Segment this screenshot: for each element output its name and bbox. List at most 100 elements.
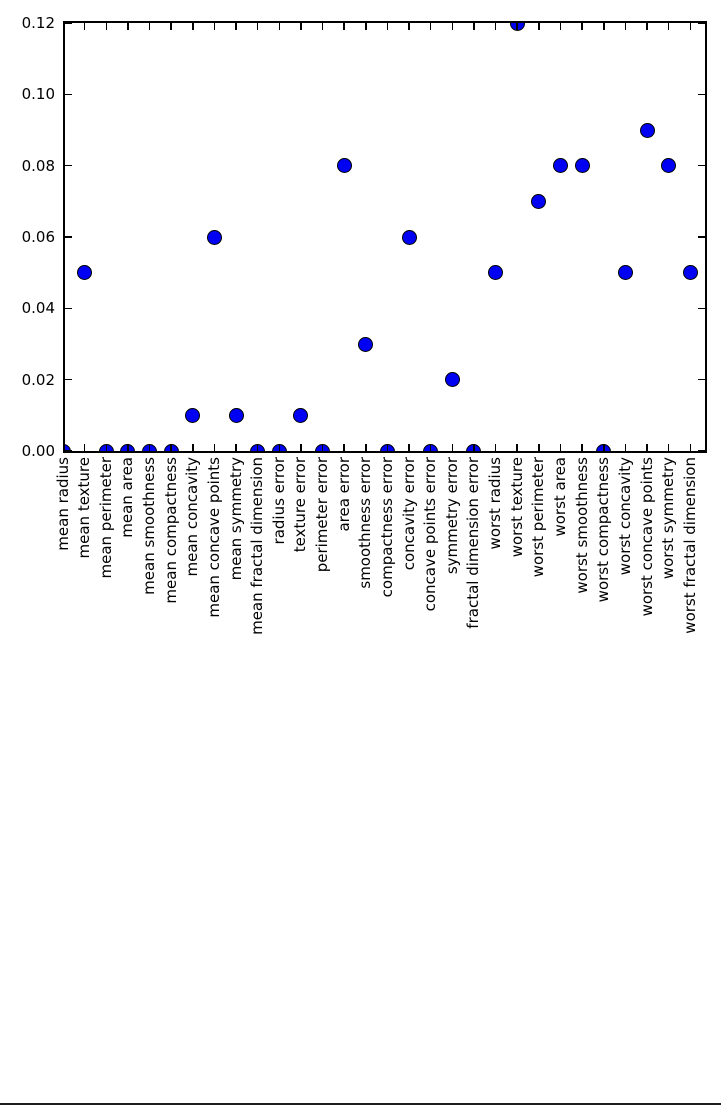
x-tick-bottom <box>365 444 367 451</box>
data-point <box>639 122 655 138</box>
x-tick-bottom <box>300 444 302 451</box>
x-tick-top <box>646 23 648 30</box>
x-tick-label: mean concavity <box>183 457 202 577</box>
window-bottom-border <box>0 1103 721 1105</box>
x-tick-top <box>170 23 172 30</box>
x-tick-label: worst perimeter <box>529 457 548 578</box>
x-tick-label: symmetry error <box>442 457 461 575</box>
x-tick-bottom <box>278 444 281 451</box>
x-tick-top <box>256 23 259 30</box>
y-tick-left <box>65 236 72 238</box>
x-tick-top <box>83 23 86 30</box>
x-tick-label: texture error <box>291 457 310 553</box>
y-tick-label: 0.06 <box>21 228 55 246</box>
data-point <box>574 158 590 174</box>
y-tick-right <box>698 164 705 167</box>
x-tick-top <box>581 23 583 30</box>
y-tick-right <box>698 450 705 451</box>
y-tick-right <box>698 93 705 96</box>
y-tick-left <box>65 164 72 167</box>
x-tick-label: worst smoothness <box>572 457 591 594</box>
x-tick-bottom <box>538 444 540 451</box>
y-tick-left <box>65 23 72 24</box>
x-tick-bottom <box>213 444 216 451</box>
x-tick-bottom <box>516 444 518 451</box>
x-tick-label: perimeter error <box>313 457 332 573</box>
data-point <box>531 193 547 209</box>
y-tick-right <box>698 307 705 310</box>
x-tick-bottom <box>148 444 151 451</box>
axis-spine-left <box>63 21 65 453</box>
x-tick-label: mean radius <box>53 457 72 551</box>
x-tick-label: mean perimeter <box>96 457 115 579</box>
x-tick-top <box>559 23 562 30</box>
x-tick-top <box>278 23 281 30</box>
x-tick-bottom <box>127 444 129 451</box>
x-tick-label: concave points error <box>421 457 440 612</box>
x-tick-bottom <box>624 444 627 451</box>
y-tick-label: 0.02 <box>21 370 55 389</box>
x-tick-label: mean fractal dimension <box>248 457 267 635</box>
data-point <box>444 372 460 388</box>
x-tick-top <box>386 23 389 30</box>
x-tick-label: worst area <box>550 457 569 537</box>
x-tick-bottom <box>689 444 692 451</box>
x-tick-top <box>343 23 345 30</box>
x-tick-label: mean symmetry <box>226 457 245 581</box>
y-tick-left <box>65 93 72 96</box>
x-tick-top <box>192 23 194 30</box>
x-tick-bottom <box>105 444 107 451</box>
x-tick-bottom <box>386 444 389 451</box>
x-tick-label: worst concavity <box>615 457 634 576</box>
x-tick-top <box>429 23 432 30</box>
x-tick-top <box>127 23 129 30</box>
data-point <box>661 158 677 174</box>
x-tick-label: smoothness error <box>356 457 375 589</box>
y-tick-right <box>698 236 705 238</box>
x-tick-bottom <box>603 444 605 451</box>
x-tick-label: mean area <box>118 457 137 538</box>
y-tick-label: 0.04 <box>21 299 55 318</box>
axis-spine-right <box>705 21 707 453</box>
x-tick-label: mean texture <box>75 457 94 559</box>
data-point <box>206 229 222 245</box>
y-tick-label: 0.10 <box>21 85 55 104</box>
x-tick-top <box>105 23 107 30</box>
y-tick-right <box>698 378 705 381</box>
x-tick-label: mean concave points <box>204 457 223 618</box>
x-tick-top <box>321 23 324 30</box>
x-tick-top <box>451 23 454 30</box>
data-point <box>682 265 698 281</box>
axis-spine-bottom <box>63 451 707 453</box>
data-point <box>488 265 504 281</box>
y-tick-left <box>65 378 72 381</box>
x-tick-top <box>408 23 410 30</box>
x-tick-top <box>473 23 475 30</box>
x-tick-bottom <box>667 444 670 451</box>
x-tick-top <box>213 23 216 30</box>
x-tick-label: compactness error <box>377 457 396 598</box>
x-tick-bottom <box>429 444 432 451</box>
x-tick-bottom <box>343 444 345 451</box>
x-tick-bottom <box>451 444 454 451</box>
data-point <box>617 265 633 281</box>
x-tick-bottom <box>192 444 194 451</box>
x-tick-bottom <box>83 444 86 451</box>
x-tick-top <box>603 23 605 30</box>
data-point <box>185 407 201 423</box>
y-tick-left <box>65 307 72 310</box>
x-tick-bottom <box>235 444 237 451</box>
x-tick-bottom <box>408 444 410 451</box>
x-tick-top <box>148 23 151 30</box>
x-tick-bottom <box>581 444 583 451</box>
x-tick-bottom <box>473 444 475 451</box>
data-point <box>401 229 417 245</box>
data-point <box>552 158 568 174</box>
x-tick-label: radius error <box>269 457 288 545</box>
x-tick-bottom <box>256 444 259 451</box>
x-tick-top <box>365 23 367 30</box>
x-tick-top <box>689 23 692 30</box>
x-tick-top <box>300 23 302 30</box>
x-tick-bottom <box>494 444 497 451</box>
